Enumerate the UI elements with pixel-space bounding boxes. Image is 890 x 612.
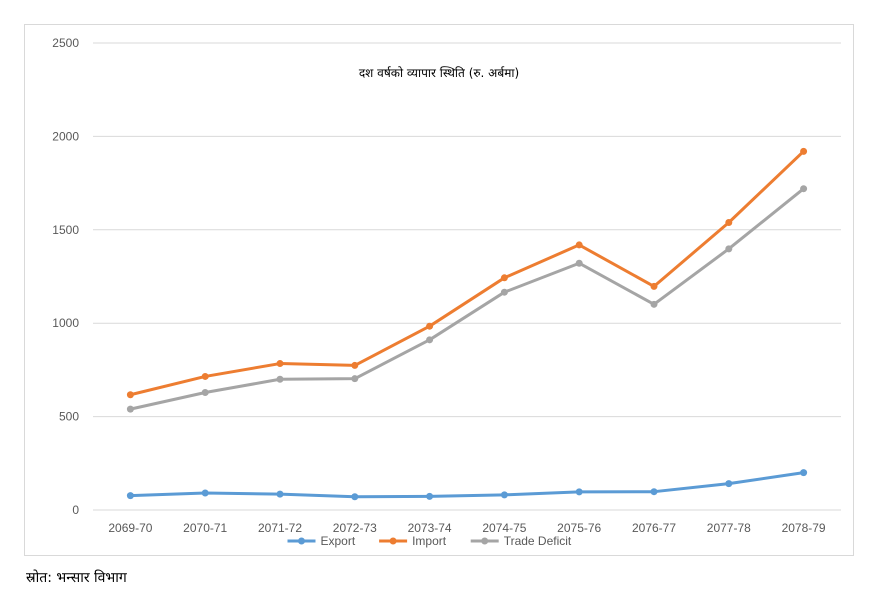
data-point-export (276, 490, 284, 498)
data-point-trade-deficit (575, 259, 583, 267)
x-tick-label: 2069-70 (108, 521, 152, 535)
data-point-import (725, 219, 733, 227)
data-point-export (426, 492, 434, 500)
x-tick-label: 2074-75 (482, 521, 526, 535)
line-chart: 0 500 1000 1500 2000 2500 2069-70 2070-71 2071-… (52, 36, 841, 548)
legend-label: Trade Deficit (504, 534, 572, 548)
data-point-export (725, 480, 733, 488)
data-point-import (575, 241, 583, 249)
y-tick-label: 2500 (52, 36, 79, 50)
data-point-import (800, 147, 808, 155)
series-line-trade-deficit (128, 187, 806, 411)
series-trade-deficit (126, 185, 808, 413)
y-tick-label: 1000 (52, 316, 79, 330)
x-tick-label: 2073-74 (408, 521, 452, 535)
y-tick-label: 500 (59, 410, 79, 424)
data-point-import (276, 360, 284, 368)
chart-frame: 0 500 1000 1500 2000 2500 2069-70 2070-71 2071-… (24, 24, 854, 556)
series-line-import (128, 149, 806, 397)
series-export (126, 469, 808, 501)
legend-item-trade-deficit: Trade Deficit (470, 534, 572, 548)
data-point-trade-deficit (351, 375, 359, 383)
data-point-trade-deficit (276, 375, 284, 383)
x-tick-label: 2070-71 (183, 521, 227, 535)
legend-item-export: Export (287, 534, 356, 548)
data-point-import (500, 274, 508, 282)
source-note: स्रोत: भन्सार विभाग (26, 570, 127, 586)
y-tick-label: 2000 (52, 129, 79, 143)
data-point-import (426, 322, 434, 330)
data-point-trade-deficit (650, 300, 658, 308)
data-point-import (650, 282, 658, 290)
data-point-export (800, 469, 808, 477)
data-point-trade-deficit (725, 245, 733, 253)
data-point-export (575, 488, 583, 496)
legend-swatch-marker (298, 537, 305, 545)
data-point-trade-deficit (126, 405, 134, 413)
data-point-trade-deficit (800, 185, 808, 193)
x-tick-label: 2078-79 (782, 521, 826, 535)
data-point-export (650, 488, 658, 496)
data-point-import (201, 372, 209, 380)
chart-title: दश वर्षको व्यापार स्थिति (रु. अर्बमा) (359, 66, 519, 80)
legend-label: Import (412, 534, 447, 548)
data-point-export (500, 491, 508, 499)
legend-swatch-marker (389, 537, 397, 545)
legend-label: Export (321, 534, 356, 548)
data-point-trade-deficit (201, 389, 209, 397)
data-point-export (201, 489, 209, 497)
x-tick-label: 2077-78 (707, 521, 751, 535)
data-point-export (351, 493, 359, 501)
legend-item-import: Import (379, 534, 447, 548)
data-point-import (126, 391, 134, 399)
series-import (126, 147, 808, 399)
y-tick-label: 1500 (52, 223, 79, 237)
legend-swatch-marker (481, 537, 489, 545)
data-point-export (126, 492, 134, 500)
x-tick-label: 2076-77 (632, 521, 676, 535)
x-tick-label: 2072-73 (333, 521, 377, 535)
y-tick-label: 0 (72, 503, 79, 517)
data-point-import (351, 361, 359, 369)
x-tick-label: 2075-76 (557, 521, 601, 535)
data-point-trade-deficit (500, 288, 508, 296)
series-line-export (128, 471, 806, 499)
x-tick-label: 2071-72 (258, 521, 302, 535)
data-point-trade-deficit (426, 336, 434, 344)
